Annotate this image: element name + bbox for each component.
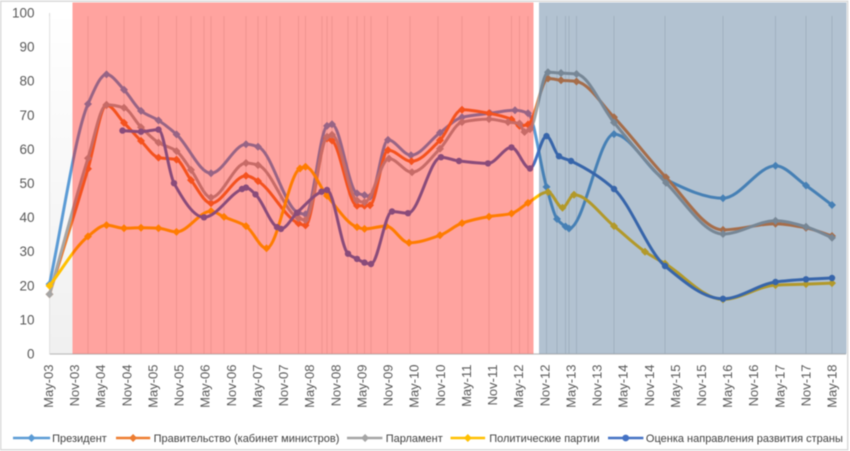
- svg-text:80: 80: [19, 74, 34, 89]
- svg-text:Правительство (кабинет министр: Правительство (кабинет министров): [154, 433, 340, 445]
- svg-text:Nov-15: Nov-15: [694, 365, 709, 407]
- svg-text:May-12: May-12: [511, 365, 526, 408]
- svg-text:30: 30: [19, 244, 34, 259]
- svg-text:May-13: May-13: [563, 365, 578, 408]
- svg-text:Политические партии: Политические партии: [489, 433, 599, 445]
- svg-text:Президент: Президент: [52, 433, 107, 445]
- svg-text:May-09: May-09: [354, 365, 369, 408]
- svg-text:May-06: May-06: [198, 365, 213, 408]
- svg-text:Парламент: Парламент: [386, 433, 443, 445]
- svg-text:Nov-09: Nov-09: [381, 365, 396, 407]
- svg-text:Nov-07: Nov-07: [276, 365, 291, 407]
- svg-text:Nov-13: Nov-13: [590, 365, 605, 407]
- svg-text:May-08: May-08: [302, 365, 317, 408]
- svg-text:Nov-06: Nov-06: [224, 365, 239, 407]
- svg-text:10: 10: [19, 312, 34, 327]
- svg-text:May-04: May-04: [93, 365, 108, 408]
- svg-text:0: 0: [27, 347, 35, 362]
- svg-text:Nov-03: Nov-03: [67, 365, 82, 407]
- svg-text:Nov-12: Nov-12: [537, 365, 552, 407]
- svg-text:May-14: May-14: [616, 365, 631, 408]
- svg-text:May-15: May-15: [668, 365, 683, 408]
- svg-text:60: 60: [19, 142, 34, 157]
- svg-text:100: 100: [12, 6, 35, 21]
- svg-text:May-07: May-07: [250, 365, 265, 408]
- svg-text:40: 40: [19, 210, 34, 225]
- svg-text:May-18: May-18: [825, 365, 840, 408]
- svg-text:20: 20: [19, 278, 34, 293]
- svg-text:Nov-16: Nov-16: [746, 365, 761, 407]
- svg-text:Nov-11: Nov-11: [485, 365, 500, 406]
- svg-text:Nov-08: Nov-08: [328, 365, 343, 407]
- svg-text:70: 70: [19, 108, 34, 123]
- svg-text:May-16: May-16: [720, 365, 735, 408]
- svg-text:May-17: May-17: [772, 365, 787, 408]
- svg-text:50: 50: [19, 176, 34, 191]
- svg-text:Nov-14: Nov-14: [642, 365, 657, 407]
- svg-text:May-05: May-05: [146, 365, 161, 408]
- svg-text:Nov-05: Nov-05: [172, 365, 187, 407]
- svg-text:Nov-17: Nov-17: [799, 365, 814, 407]
- svg-text:Nov-04: Nov-04: [119, 365, 134, 407]
- svg-text:90: 90: [19, 40, 34, 55]
- svg-text:Оценка направления развития ст: Оценка направления развития страны: [646, 433, 843, 445]
- svg-text:Nov-10: Nov-10: [433, 365, 448, 407]
- svg-text:May-03: May-03: [41, 365, 56, 408]
- svg-text:May-10: May-10: [407, 365, 422, 408]
- svg-text:May-11: May-11: [459, 365, 474, 407]
